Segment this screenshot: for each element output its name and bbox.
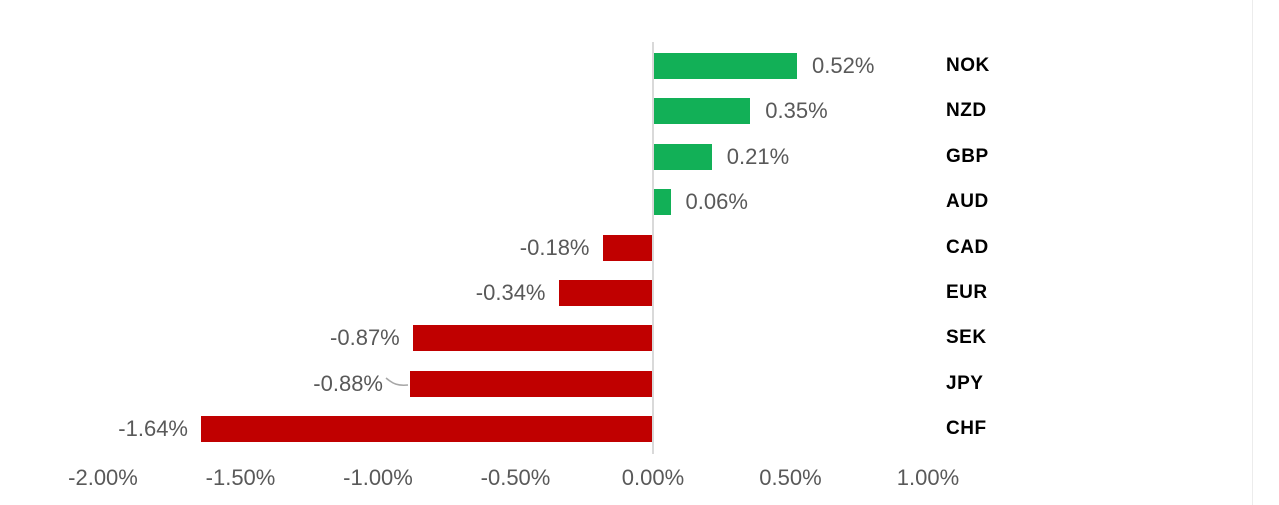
value-label-cad: -0.18% (519, 234, 590, 260)
category-label-nok: NOK (946, 55, 990, 76)
category-label-sek: SEK (946, 327, 987, 349)
value-label-nok: 0.52% (812, 53, 875, 78)
leader-line-jpy (385, 377, 409, 386)
category-label-chf: CHF (946, 418, 987, 440)
zero-axis-line (652, 42, 654, 454)
bar-aud (654, 189, 671, 216)
value-label-gbp: 0.21% (726, 143, 790, 169)
x-tick-label: -0.50% (480, 465, 551, 490)
bar-nok (654, 53, 797, 79)
x-tick-label: -1.50% (205, 465, 276, 490)
x-tick-label: -1.00% (343, 465, 413, 490)
bar-cad (602, 234, 652, 261)
category-label-gbp: GBP (946, 145, 989, 167)
bar-nzd (654, 98, 751, 125)
category-label-nzd: NZD (946, 100, 987, 122)
x-tick-label: 0.50% (759, 465, 822, 490)
value-label-aud: 0.06% (685, 189, 748, 215)
value-label-jpy: -0.88% (313, 370, 383, 396)
bar-gbp (654, 143, 712, 170)
x-tick-label: 1.00% (896, 465, 960, 490)
chart-right-border (1252, 0, 1253, 505)
category-label-eur: EUR (946, 282, 988, 303)
value-label-chf: -1.64% (118, 416, 188, 442)
category-label-cad: CAD (946, 236, 989, 258)
bar-jpy (410, 370, 652, 397)
category-label-aud: AUD (946, 191, 989, 213)
value-label-sek: -0.87% (330, 325, 400, 351)
value-label-nzd: 0.35% (765, 98, 828, 124)
x-tick-label: 0.00% (621, 465, 685, 490)
category-label-jpy: JPY (946, 372, 984, 394)
x-tick-label: -2.00% (68, 465, 138, 490)
bar-sek (412, 325, 652, 352)
bar-eur (558, 280, 652, 306)
value-label-eur: -0.34% (475, 280, 546, 305)
bar-chf (201, 416, 652, 443)
